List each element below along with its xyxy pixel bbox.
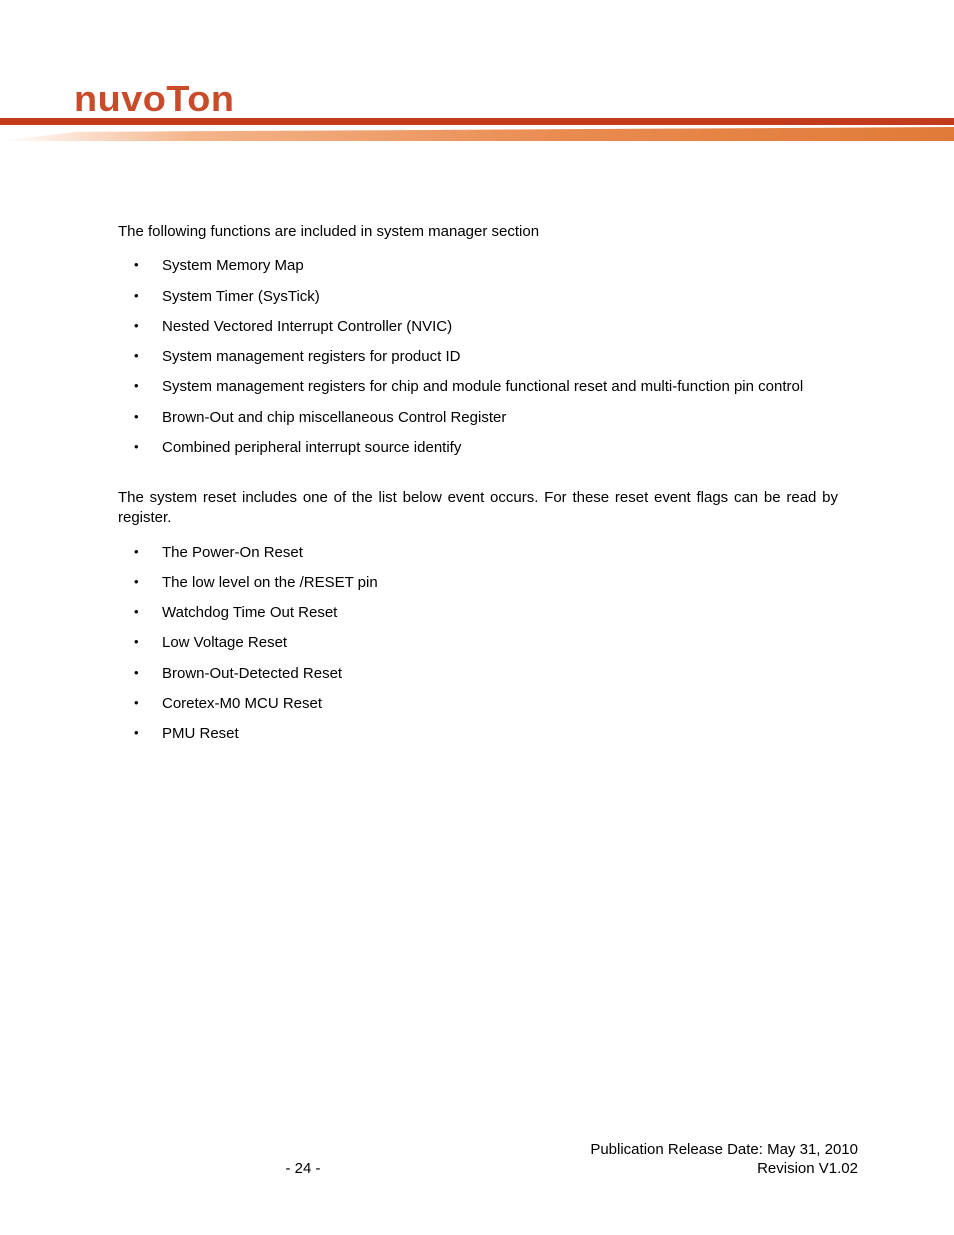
- section1-intro: The following functions are included in …: [118, 222, 838, 242]
- list-item: Watchdog Time Out Reset: [118, 603, 838, 623]
- list-item: System management registers for product …: [118, 347, 838, 367]
- footer-page-number: - 24 -: [118, 1160, 488, 1177]
- list-item: The low level on the /RESET pin: [118, 573, 838, 593]
- footer-revision: Revision V1.02: [488, 1160, 858, 1177]
- section2-list: The Power-On Reset The low level on the …: [118, 543, 838, 745]
- list-item: Nested Vectored Interrupt Controller (NV…: [118, 317, 838, 337]
- list-item: Coretex-M0 MCU Reset: [118, 694, 838, 714]
- list-item: Brown-Out and chip miscellaneous Control…: [118, 408, 838, 428]
- page-footer: Publication Release Date: May 31, 2010 -…: [118, 1141, 858, 1177]
- header-bar-orange: [0, 127, 954, 141]
- header-bar: [0, 118, 954, 148]
- section2-intro: The system reset includes one of the lis…: [118, 488, 838, 529]
- list-item: The Power-On Reset: [118, 543, 838, 563]
- list-item: System management registers for chip and…: [118, 377, 838, 397]
- list-item: PMU Reset: [118, 724, 838, 744]
- list-item: System Timer (SysTick): [118, 287, 838, 307]
- list-item: Brown-Out-Detected Reset: [118, 664, 838, 684]
- footer-release-date: Publication Release Date: May 31, 2010: [118, 1141, 858, 1158]
- list-item: System Memory Map: [118, 256, 838, 276]
- header-bar-red: [0, 118, 954, 125]
- section1-list: System Memory Map System Timer (SysTick)…: [118, 256, 838, 458]
- brand-logo: nuvoTon: [74, 78, 234, 120]
- list-item: Combined peripheral interrupt source ide…: [118, 438, 838, 458]
- list-item: Low Voltage Reset: [118, 633, 838, 653]
- page: nuvoTon The following functions are incl…: [0, 0, 954, 1235]
- document-body: The following functions are included in …: [118, 222, 838, 768]
- header-bar-gap: [0, 125, 954, 127]
